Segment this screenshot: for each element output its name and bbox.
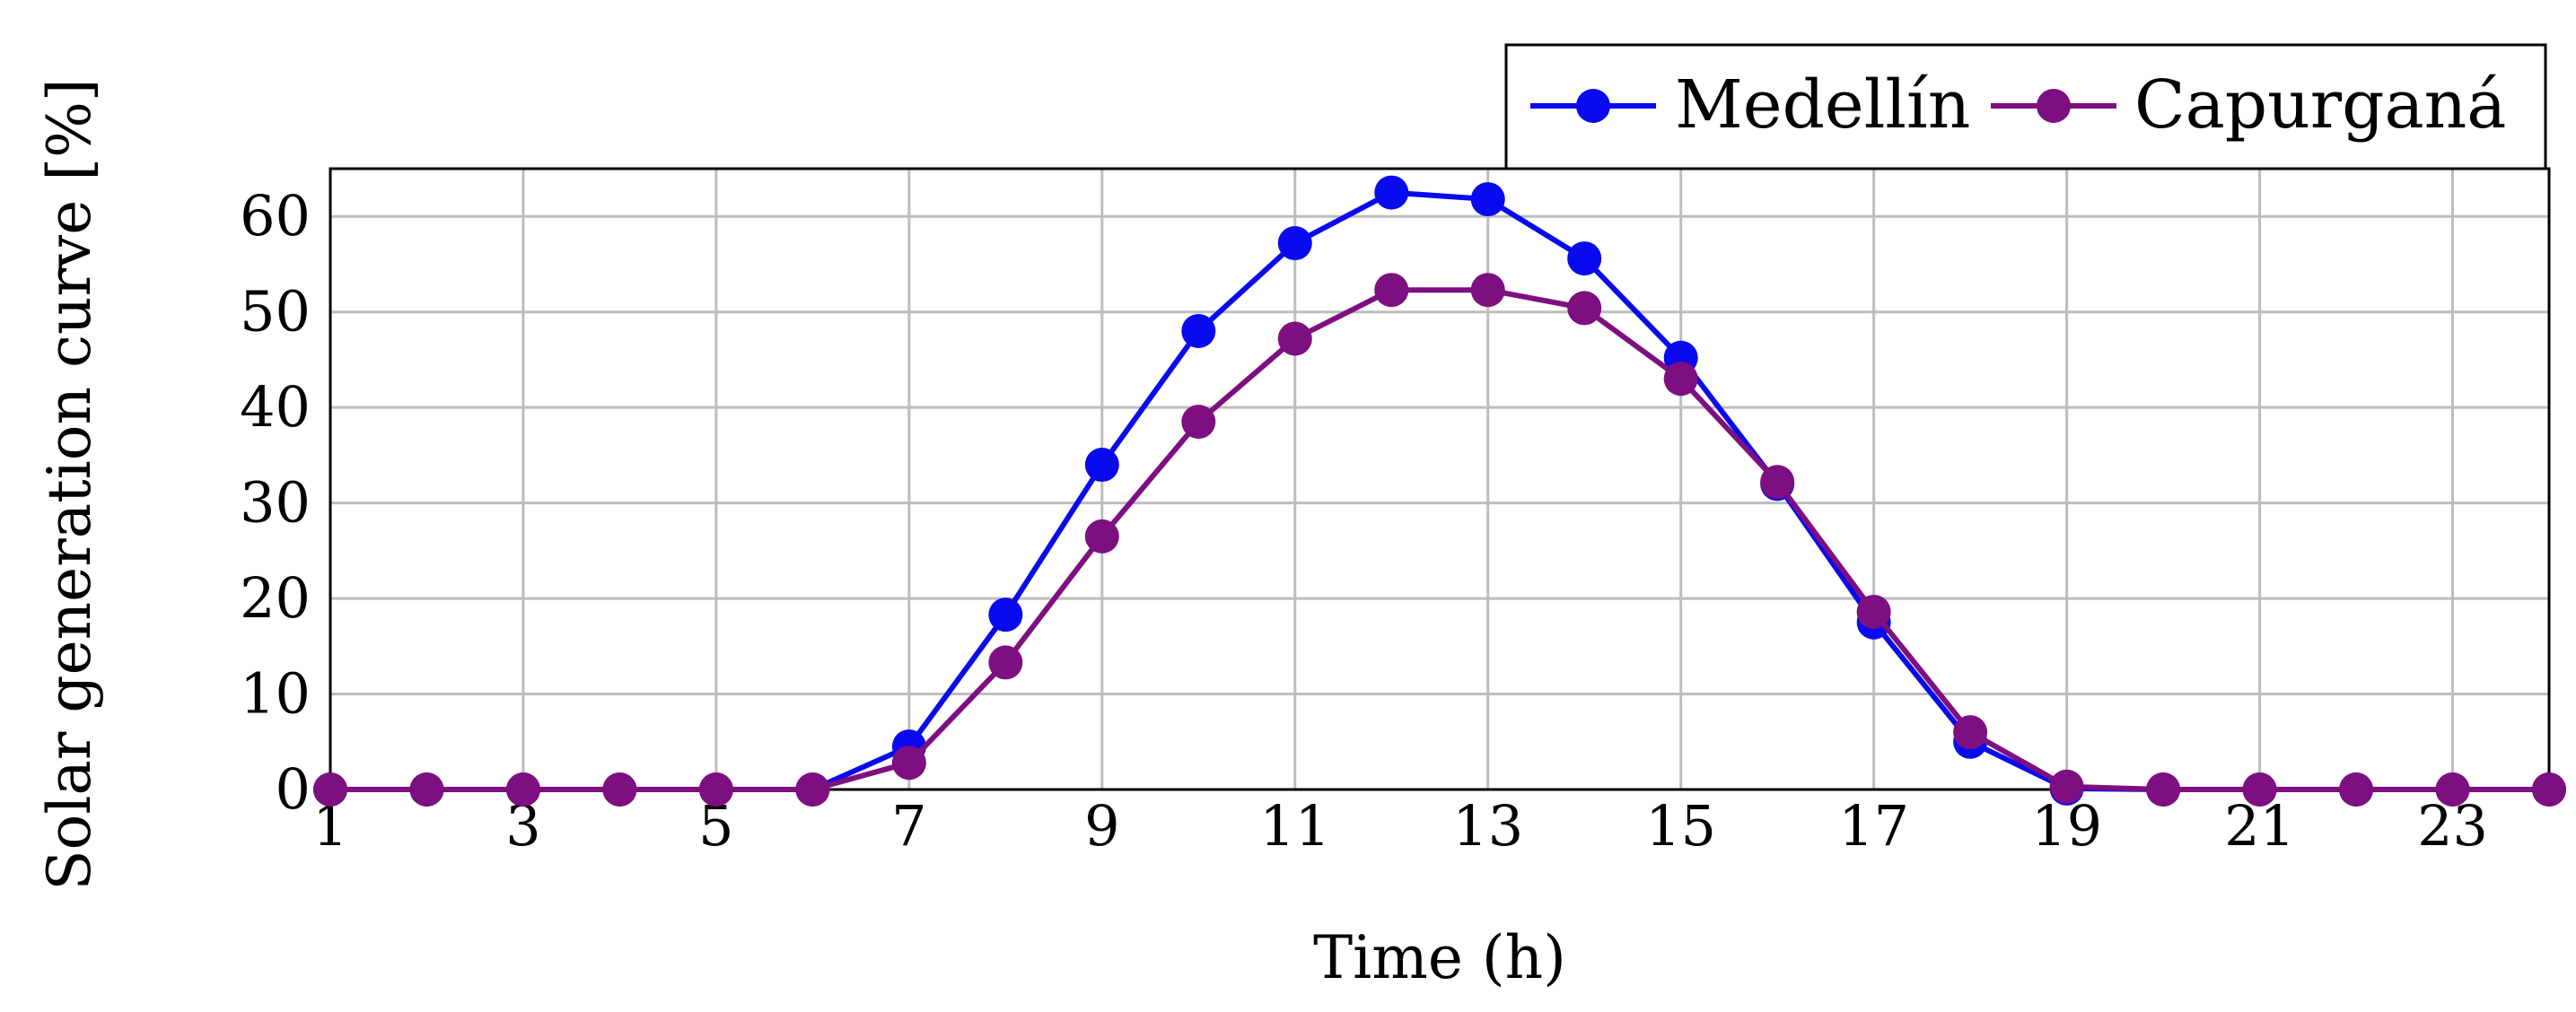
point-capurgana [1277, 321, 1312, 356]
legend-marker-capurgana [2037, 89, 2071, 123]
series-capurgana [313, 273, 2566, 807]
y-tick-label: 20 [240, 565, 311, 631]
point-capurgana [1567, 291, 1602, 326]
y-tick-label: 0 [276, 756, 311, 822]
point-capurgana [1760, 465, 1795, 500]
grid-lines [329, 169, 2549, 791]
point-capurgana [1856, 594, 1891, 629]
point-capurgana [2242, 772, 2277, 807]
point-capurgana [1084, 519, 1119, 554]
point-capurgana [2532, 772, 2566, 807]
x-tick-label: 7 [891, 793, 926, 859]
point-capurgana [891, 746, 926, 781]
line-capurgana [330, 287, 2549, 792]
y-axis-label: Solar generation curve [%] [35, 78, 104, 890]
y-tick-label: 30 [240, 470, 311, 536]
plot-frame [329, 167, 2551, 791]
x-axis-label: Time (h) [1313, 923, 1566, 992]
series-medellin [313, 175, 2566, 807]
point-capurgana [1470, 273, 1505, 308]
legend-label-capurgana: Capurganá [2134, 66, 2506, 144]
point-medellin [988, 598, 1023, 632]
data-series [313, 175, 2566, 807]
x-tick-label: 15 [1645, 793, 1716, 859]
point-medellin [1567, 241, 1602, 276]
point-capurgana [698, 772, 733, 807]
point-capurgana [1374, 273, 1409, 308]
point-capurgana [988, 645, 1023, 680]
y-tick-label: 50 [240, 279, 311, 345]
x-tick-label: 13 [1452, 793, 1523, 859]
point-capurgana [409, 772, 444, 807]
point-capurgana [602, 772, 637, 807]
point-capurgana [1953, 715, 1988, 750]
x-tick-label: 17 [1838, 793, 1909, 859]
point-medellin [1470, 182, 1505, 217]
y-tick-label: 60 [240, 183, 311, 249]
legend-label-medellin: Medellín [1675, 66, 1970, 144]
point-capurgana [2435, 772, 2470, 807]
point-capurgana [505, 772, 540, 807]
point-medellin [1277, 226, 1312, 261]
point-medellin [1181, 313, 1216, 348]
point-capurgana [2049, 769, 2084, 804]
x-axis-ticks: 1 3 5 7 9 11 13 15 17 19 21 23 [312, 793, 2488, 859]
legend: Medellín Capurganá [1504, 43, 2547, 170]
point-capurgana [2146, 772, 2181, 807]
x-tick-label: 9 [1084, 793, 1119, 859]
line-medellin [330, 189, 2549, 792]
y-tick-label: 40 [240, 374, 311, 440]
point-medellin [1084, 448, 1119, 483]
point-capurgana [1181, 405, 1216, 440]
point-capurgana [795, 772, 830, 807]
point-capurgana [1663, 362, 1698, 397]
legend-marker-medellin [1576, 89, 1610, 123]
y-tick-label: 10 [240, 661, 311, 727]
point-capurgana [2339, 772, 2374, 807]
point-capurgana [313, 772, 347, 807]
y-axis-ticks: 0 10 20 30 40 50 60 [240, 183, 311, 822]
x-tick-label: 11 [1259, 793, 1330, 859]
point-medellin [1374, 175, 1409, 210]
